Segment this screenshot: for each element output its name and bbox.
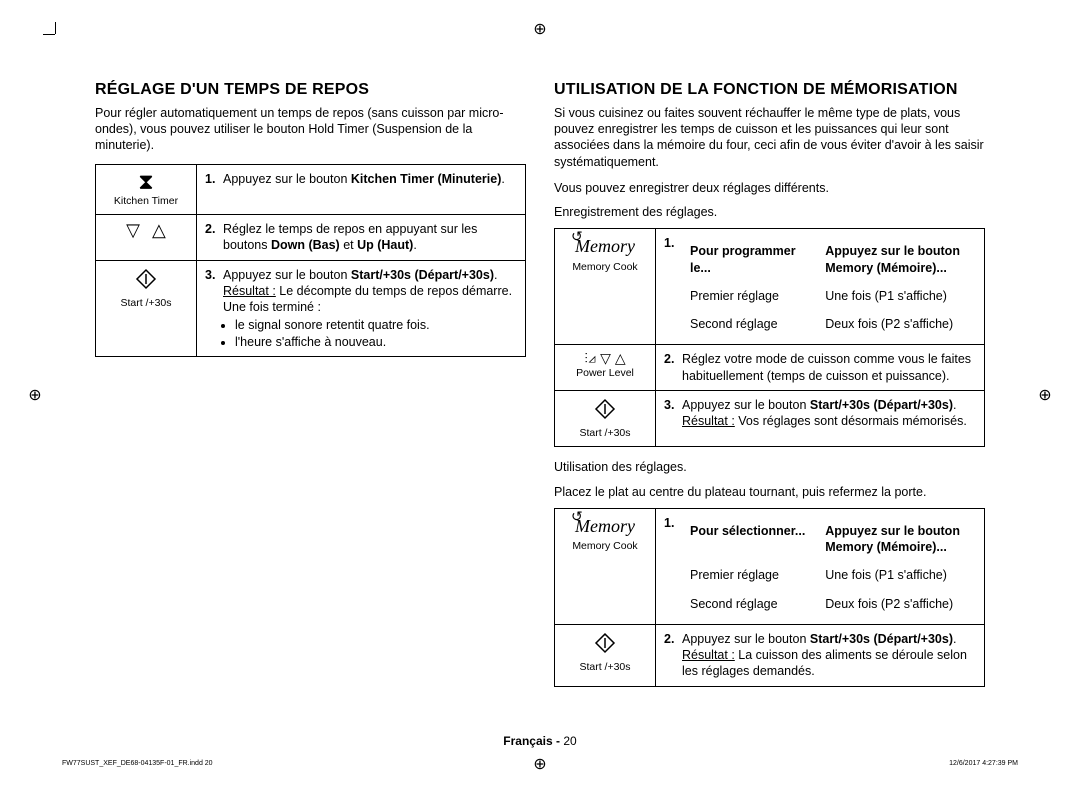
page-footer-left: FW77SUST_XEF_DE68-04135F-01_FR.indd 20 — [62, 759, 213, 768]
step-text: Appuyez sur le bouton Start/+30s (Départ… — [682, 397, 967, 430]
step-text: Appuyez sur le bouton Kitchen Timer (Min… — [223, 171, 505, 187]
sub-table: Pour sélectionner... Appuyez sur le bout… — [682, 517, 976, 618]
step-number: 1. — [664, 235, 678, 338]
step-cell: 1. Appuyez sur le bouton Kitchen Timer (… — [197, 164, 526, 215]
bullet-list: le signal sonore retentit quatre fois. l… — [235, 317, 517, 350]
sub-cell: Une fois (P1 s'affiche) — [817, 282, 976, 310]
table-row: ▽ △ 2. Réglez le temps de repos en appuy… — [96, 215, 526, 261]
step-text: Appuyez sur le bouton Start/+30s (Départ… — [682, 631, 976, 680]
sub-table-wrap: Pour programmer le... Appuyez sur le bou… — [682, 235, 976, 338]
icon-cell: Start /+30s — [555, 624, 656, 686]
memory-icon: Memory — [575, 515, 635, 538]
icon-label: Start /+30s — [104, 297, 188, 311]
manual-page: ⊕ ⊕ ⊕ ⊕ RÉGLAGE D'UN TEMPS DE REPOS Pour… — [0, 0, 1080, 792]
icon-label: Start /+30s — [563, 661, 647, 675]
instruction-table-repos: ⧗ Kitchen Timer 1. Appuyez sur le bouton… — [95, 164, 526, 357]
table-row: ⫶◿ ▽ △ Power Level 2. Réglez votre mode … — [555, 345, 985, 391]
section-heading: RÉGLAGE D'UN TEMPS DE REPOS — [95, 80, 526, 101]
step-number: 2. — [664, 631, 678, 680]
sub-header: Appuyez sur le bouton Memory (Mémoire)..… — [817, 517, 976, 562]
sub-table: Pour programmer le... Appuyez sur le bou… — [682, 237, 976, 338]
step-cell: 2. Réglez votre mode de cuisson comme vo… — [656, 345, 985, 391]
page-footer-center: Français - 20 — [0, 734, 1080, 750]
list-item: le signal sonore retentit quatre fois. — [235, 317, 517, 333]
sub-cell: Deux fois (P2 s'affiche) — [817, 310, 976, 338]
sub-header: Pour sélectionner... — [682, 517, 817, 562]
sub-cell: Premier réglage — [682, 282, 817, 310]
step-cell: 1. Pour sélectionner... Appuyez sur le b… — [656, 508, 985, 624]
body-text: Enregistrement des réglages. — [554, 204, 985, 220]
sub-cell: Second réglage — [682, 590, 817, 618]
step-text: Appuyez sur le bouton Start/+30s (Départ… — [223, 267, 517, 316]
icon-cell: Start /+30s — [96, 260, 197, 356]
step-text: Réglez le temps de repos en appuyant sur… — [223, 221, 517, 254]
sub-header: Pour programmer le... — [682, 237, 817, 282]
table-row: Start /+30s 2. Appuyez sur le bouton Sta… — [555, 624, 985, 686]
step-number: 2. — [205, 221, 219, 254]
section-heading: UTILISATION DE LA FONCTION DE MÉMORISATI… — [554, 80, 985, 101]
icon-cell: ▽ △ — [96, 215, 197, 261]
registration-mark-icon: ⊕ — [533, 758, 547, 772]
start-icon — [104, 267, 188, 295]
list-item: l'heure s'affiche à nouveau. — [235, 334, 517, 350]
step-number: 3. — [664, 397, 678, 430]
sub-header: Appuyez sur le bouton Memory (Mémoire)..… — [817, 237, 976, 282]
up-arrow-icon: △ — [152, 221, 166, 239]
registration-mark-icon: ⊕ — [1038, 389, 1052, 403]
step-number: 1. — [205, 171, 219, 187]
step-number: 1. — [664, 515, 678, 618]
crop-mark-icon — [55, 22, 67, 34]
down-arrow-icon: ▽ — [600, 351, 611, 365]
start-icon — [563, 631, 647, 659]
table-row: Start /+30s 3. Appuyez sur le bouton Sta… — [96, 260, 526, 356]
body-text: Utilisation des réglages. — [554, 459, 985, 475]
memory-icon: Memory — [575, 235, 635, 258]
icon-cell: ⧗ Kitchen Timer — [96, 164, 197, 215]
step-text: Réglez votre mode de cuisson comme vous … — [682, 351, 976, 384]
table-row: ⧗ Kitchen Timer 1. Appuyez sur le bouton… — [96, 164, 526, 215]
step-cell: 3. Appuyez sur le bouton Start/+30s (Dép… — [197, 260, 526, 356]
power-level-icon: ⫶◿ — [584, 351, 596, 365]
icon-label: Power Level — [563, 367, 647, 381]
step-number: 2. — [664, 351, 678, 384]
table-row: Memory Memory Cook 1. Pour programmer le… — [555, 229, 985, 345]
instruction-table-save: Memory Memory Cook 1. Pour programmer le… — [554, 228, 985, 447]
icon-label: Memory Cook — [563, 261, 647, 275]
icon-cell: ⫶◿ ▽ △ Power Level — [555, 345, 656, 391]
step-cell: 2. Réglez le temps de repos en appuyant … — [197, 215, 526, 261]
step-cell: 3. Appuyez sur le bouton Start/+30s (Dép… — [656, 390, 985, 447]
registration-mark-icon: ⊕ — [28, 389, 42, 403]
content-columns: RÉGLAGE D'UN TEMPS DE REPOS Pour régler … — [95, 80, 985, 699]
icon-cell: Start /+30s — [555, 390, 656, 447]
up-arrow-icon: △ — [615, 351, 626, 365]
icon-cell: Memory Memory Cook — [555, 229, 656, 345]
intro-text: Pour régler automatiquement un temps de … — [95, 105, 526, 154]
step-cell: 2. Appuyez sur le bouton Start/+30s (Dép… — [656, 624, 985, 686]
registration-mark-icon: ⊕ — [533, 23, 547, 37]
icon-label: Start /+30s — [563, 427, 647, 441]
table-row: Start /+30s 3. Appuyez sur le bouton Sta… — [555, 390, 985, 447]
hourglass-icon: ⧗ — [104, 171, 188, 193]
body-text: Vous pouvez enregistrer deux réglages di… — [554, 180, 985, 196]
page-footer-right: 12/6/2017 4:27:39 PM — [949, 759, 1018, 768]
sub-cell: Premier réglage — [682, 561, 817, 589]
icon-label: Memory Cook — [563, 540, 647, 554]
sub-table-wrap: Pour sélectionner... Appuyez sur le bout… — [682, 515, 976, 618]
left-column: RÉGLAGE D'UN TEMPS DE REPOS Pour régler … — [95, 80, 526, 699]
intro-text: Si vous cuisinez ou faites souvent récha… — [554, 105, 985, 170]
step-cell: 1. Pour programmer le... Appuyez sur le … — [656, 229, 985, 345]
table-row: Memory Memory Cook 1. Pour sélectionner.… — [555, 508, 985, 624]
sub-cell: Deux fois (P2 s'affiche) — [817, 590, 976, 618]
down-arrow-icon: ▽ — [126, 221, 140, 239]
icon-label: Kitchen Timer — [104, 195, 188, 209]
sub-cell: Une fois (P1 s'affiche) — [817, 561, 976, 589]
sub-cell: Second réglage — [682, 310, 817, 338]
right-column: UTILISATION DE LA FONCTION DE MÉMORISATI… — [554, 80, 985, 699]
body-text: Placez le plat au centre du plateau tour… — [554, 484, 985, 500]
start-icon — [563, 397, 647, 425]
instruction-table-use: Memory Memory Cook 1. Pour sélectionner.… — [554, 508, 985, 687]
step-number: 3. — [205, 267, 219, 316]
icon-cell: Memory Memory Cook — [555, 508, 656, 624]
